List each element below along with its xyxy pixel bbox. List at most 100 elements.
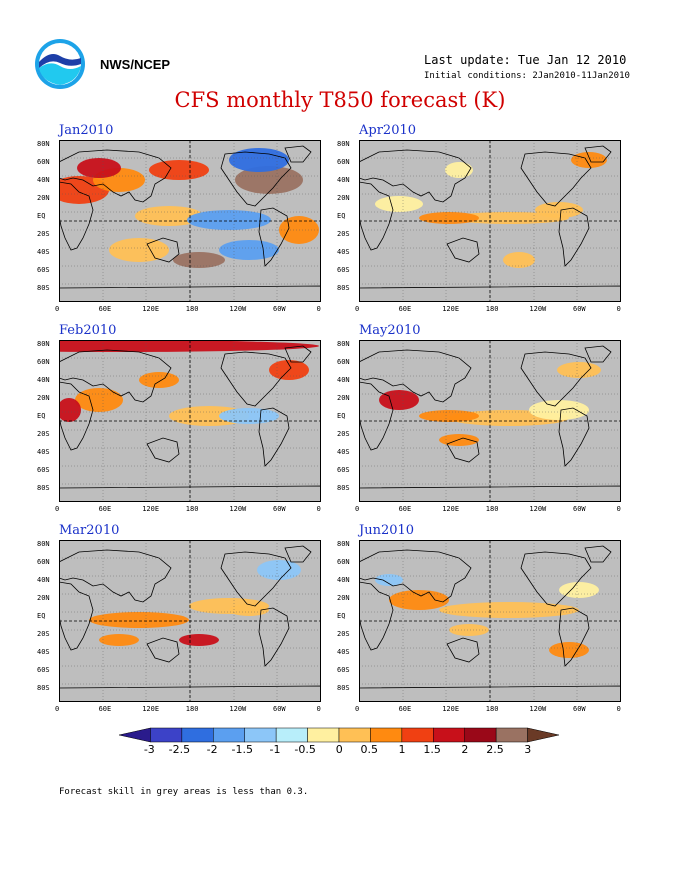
lon-tick-label: 180 [185, 305, 199, 313]
lat-tick-label: 80S [37, 284, 50, 292]
lon-tick-label: 60W [273, 705, 286, 713]
lat-tick-label: 80S [37, 484, 50, 492]
colorbar-tick-label: 0 [335, 743, 343, 756]
anomaly-region [503, 252, 535, 268]
lat-tick-label: 40N [37, 176, 50, 184]
forecast-map [59, 340, 321, 502]
lat-tick-label: 60N [37, 358, 50, 366]
lon-tick-label: 180 [485, 305, 499, 313]
lon-tick-label: 120W [529, 505, 547, 513]
anomaly-region [187, 210, 271, 230]
lat-tick-label: 60N [337, 158, 350, 166]
map-border [359, 540, 621, 702]
lat-tick-label: 40S [37, 248, 50, 256]
lat-tick-label: 40S [337, 648, 350, 656]
coastline [359, 381, 394, 451]
coastline [59, 285, 321, 302]
anomaly-region [419, 410, 479, 422]
forecast-panel: Feb2010 80N 60N 40N 20N EQ 20S 40S 60S 80S 0 60E 120… [37, 323, 321, 520]
anomaly-region [557, 362, 601, 378]
lat-tick-label: 20N [37, 394, 50, 402]
coastline [284, 145, 312, 163]
panel-month-title: Apr2010 [359, 123, 417, 138]
anomaly-region [257, 560, 301, 580]
org-label: NWS/NCEP [100, 57, 171, 72]
coastline [59, 381, 94, 451]
colorbar-tick-label: -2 [206, 743, 218, 756]
anomaly-region [99, 634, 139, 646]
coastline [59, 485, 321, 502]
map-border [59, 140, 321, 302]
lon-tick-label: 120E [442, 705, 460, 713]
anomaly-region [149, 160, 209, 180]
coastline [359, 485, 621, 502]
coastline [359, 149, 472, 203]
map-border [359, 140, 621, 302]
lon-tick-label: 120E [142, 305, 160, 313]
lon-tick-label: 120W [229, 705, 247, 713]
panel-month-title: Feb2010 [59, 323, 117, 338]
coastline [359, 285, 621, 302]
lat-tick-label: 60S [337, 666, 350, 674]
lon-tick-label: 180 [485, 705, 499, 713]
coastline [446, 637, 480, 663]
forecast-map [59, 140, 321, 302]
lon-tick-label: 0 [355, 305, 360, 313]
colorbar-swatch [464, 727, 497, 743]
forecast-panel: Jun2010 80N 60N 40N 20N EQ 20S 40S 60S 80S 0 60E 120… [337, 523, 621, 720]
lat-tick-label: 20S [337, 230, 350, 238]
lon-tick-label: 60E [398, 505, 412, 513]
anomaly-region [89, 612, 189, 628]
lat-tick-label: 20S [37, 230, 50, 238]
lon-tick-label: 120E [442, 505, 460, 513]
lat-tick-label: 40S [337, 248, 350, 256]
coastline [359, 349, 472, 403]
colorbar-tick-label: -3 [143, 743, 155, 756]
panel-month-title: Jan2010 [59, 123, 114, 138]
lat-tick-label: 40N [337, 376, 350, 384]
coastline [359, 685, 621, 702]
lat-tick-label: 60S [37, 466, 50, 474]
colorbar [119, 727, 559, 743]
coastline [59, 181, 94, 251]
lat-tick-label: 40S [337, 448, 350, 456]
lat-tick-label: 40N [337, 176, 350, 184]
coastline [146, 637, 180, 663]
colorbar-tick-label: -2.5 [168, 743, 191, 756]
forecast-panel: Jan2010 80N 60N 40N 20N EQ 20S 40S 60S 80S 0 60E 120… [37, 123, 321, 320]
anomaly-region [549, 642, 589, 658]
coastline [359, 581, 394, 651]
lat-tick-label: 80S [37, 684, 50, 692]
lon-tick-label: 0 [316, 505, 321, 513]
panel-month-title: Jun2010 [359, 523, 415, 538]
lat-tick-label: 20N [337, 594, 350, 602]
lat-tick-label: 80N [37, 340, 50, 348]
lat-tick-label: 60S [337, 266, 350, 274]
lon-tick-label: 0 [316, 305, 321, 313]
colorbar-swatch [150, 727, 183, 743]
lat-tick-label: 20S [37, 630, 50, 638]
lat-tick-label: 80S [337, 484, 350, 492]
lat-tick-label: 80S [337, 684, 350, 692]
anomaly-region [419, 212, 479, 224]
lat-tick-label: 60S [37, 666, 50, 674]
colorbar-swatch [307, 727, 340, 743]
colorbar-swatch [275, 727, 308, 743]
colorbar-tick-label: 2 [461, 743, 469, 756]
coastline [258, 207, 290, 267]
anomaly-region [379, 390, 419, 410]
coastline [446, 237, 480, 263]
lon-tick-label: 60E [98, 505, 112, 513]
lon-tick-label: 0 [55, 705, 60, 713]
coastline [520, 151, 592, 207]
lat-tick-label: 60S [337, 466, 350, 474]
colorbar-tick-label: -1.5 [231, 743, 253, 756]
lat-tick-label: 40S [37, 448, 50, 456]
lat-tick-label: 20S [337, 630, 350, 638]
lat-tick-label: 80S [337, 284, 350, 292]
coastline [146, 237, 180, 263]
anomaly-region [529, 400, 589, 420]
colorbar-swatch [244, 727, 277, 743]
colorbar-swatch [181, 727, 214, 743]
coastline [520, 351, 592, 407]
